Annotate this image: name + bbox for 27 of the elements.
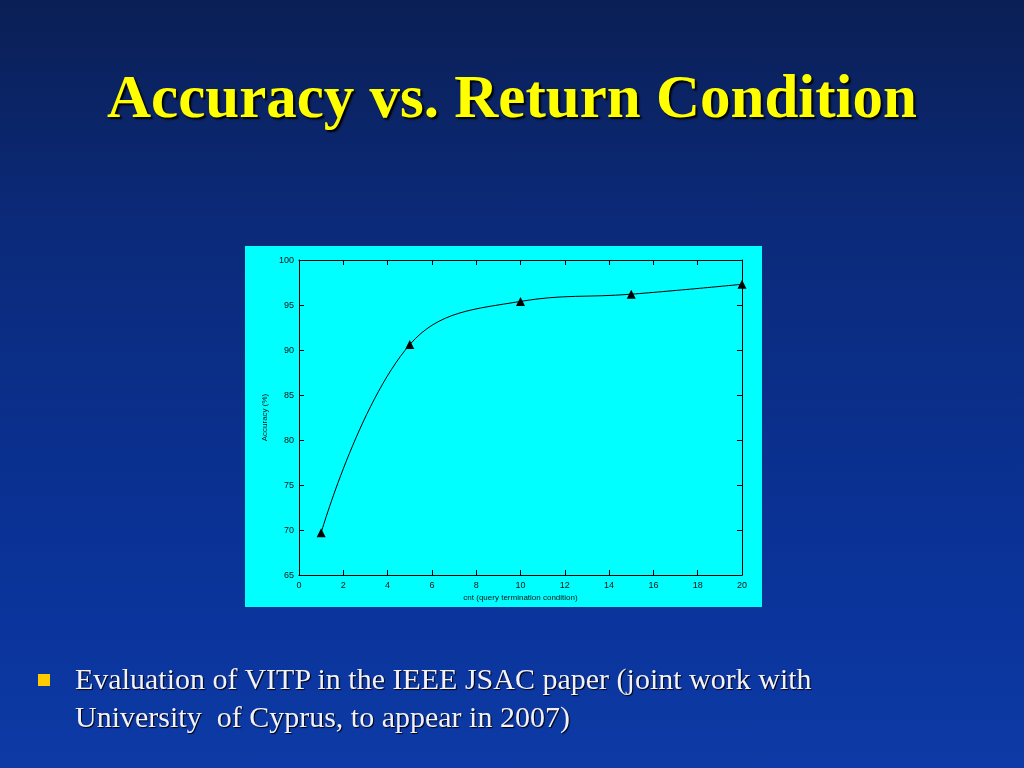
text: Evaluation of VITP in the IEEE JSAC paper (joint work with University of Cyprus, to appear in 2007) [75,662,813,733]
y-tick-label: 75 [283,480,294,490]
y-axis-title: Accuracy (%) [259,393,269,442]
x-tick-label: 16 [648,579,659,590]
point [316,528,326,538]
x-axis-title: cnt (query termination condition) [463,593,578,603]
y-tick-label: 100 [278,255,294,265]
x-tick-label: 18 [692,579,703,590]
x-tick-label: 12 [559,579,570,590]
chart-title: Accuracy vs. Return Condition [106,62,918,132]
x-tick-label: 0 [296,579,302,590]
x-tick-label: 2 [340,579,346,590]
x-tick-label: 14 [604,579,615,590]
y-tick-label: 90 [283,345,294,355]
point [516,296,525,306]
y-tick-label: 65 [283,570,294,580]
point [626,289,636,299]
y-tick-label: 70 [283,525,294,535]
x-tick-label: 6 [429,579,435,590]
x-tick-label: 8 [473,579,479,590]
y-tick-label: 95 [283,300,294,310]
y-tick-label: 80 [283,435,294,445]
y-tick-label: 85 [283,390,294,400]
x-tick-label: 20 [736,579,748,590]
x-tick-label: 4 [385,579,391,590]
x-tick-label: 10 [515,579,526,590]
point [737,279,747,289]
